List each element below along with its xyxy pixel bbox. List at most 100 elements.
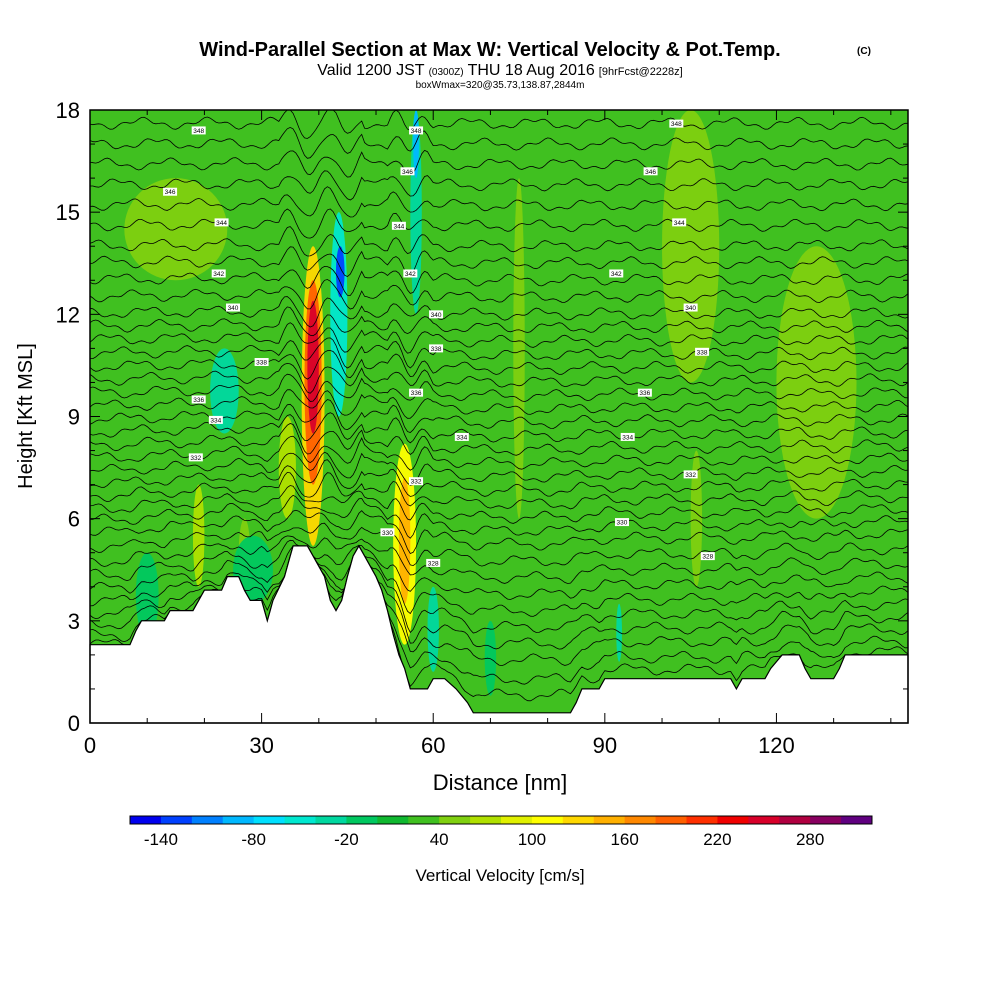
valid-time-line: Valid 1200 JST (0300Z) THU 18 Aug 2016 [9hr… [317, 62, 682, 79]
contour-label-bg [403, 269, 418, 278]
y-tick-label: 6 [68, 507, 80, 532]
contour-label-bg [637, 388, 652, 397]
isentrope-line [89, 246, 909, 277]
contour-value-label: 342 [403, 269, 418, 278]
isentrope-line [89, 412, 909, 444]
velocity-cell [278, 416, 296, 519]
contour-label-text: 334 [622, 434, 633, 441]
isentrope-line [89, 373, 909, 403]
velocity-cell [690, 450, 703, 587]
contour-label-text: 342 [611, 271, 622, 278]
colorbar-segment [810, 816, 842, 824]
contour-label-bg [429, 310, 444, 319]
colorbar-segment [470, 816, 502, 824]
contour-label-bg [188, 453, 203, 462]
isentrope-line [89, 149, 909, 178]
contour-label-bg [191, 395, 206, 404]
contour-label-text: 338 [431, 346, 442, 353]
contour-label-text: 344 [393, 223, 404, 230]
colorbar-segment [655, 816, 687, 824]
colorbar-segment [191, 816, 224, 824]
colorbar-segment [501, 816, 533, 824]
contour-label-bg [614, 518, 629, 527]
colorbar-segment [284, 816, 316, 824]
isentrope-line [89, 509, 909, 555]
x-axis-label: Distance [nm] [433, 770, 568, 795]
contour-label-bg [426, 558, 441, 567]
contour-label-text: 344 [674, 220, 685, 227]
contour-value-label: 348 [409, 126, 424, 135]
colorbar: -140 -80 -20 40 100 160 220 280 [129, 815, 873, 849]
colorbar-segment [130, 816, 162, 824]
contour-label-bg [211, 269, 226, 278]
contour-label-text: 328 [702, 554, 713, 561]
copyright-mark: (C) [857, 46, 871, 57]
isentrope-line [89, 522, 909, 567]
colorbar-segment [779, 816, 811, 824]
contour-value-label: 338 [429, 344, 444, 353]
velocity-cell [192, 484, 205, 587]
contour-label-text: 336 [639, 390, 650, 397]
isentrope-line [89, 435, 909, 471]
contour-label-text: 334 [210, 417, 221, 424]
contour-label-text: 332 [411, 479, 422, 486]
isentrope-line [89, 265, 909, 296]
isentrope-line [89, 423, 909, 456]
colorbar-tick-label: -140 [144, 830, 178, 849]
velocity-cell [335, 246, 345, 298]
velocity-cell [135, 552, 159, 638]
terrain-mask [89, 544, 909, 724]
contour-label-bg [429, 344, 444, 353]
contour-value-label: 338 [254, 358, 269, 367]
contour-value-label: 338 [695, 347, 710, 356]
contour-labels: 348 346 344 342 340 338 336 334 332 348 346 344 342 3… [163, 119, 715, 567]
contour-label-text: 340 [228, 305, 239, 312]
isentrope-line [89, 471, 909, 510]
contour-label-bg [400, 167, 415, 176]
contour-label-text: 328 [428, 560, 439, 567]
colorbar-segment [160, 816, 193, 824]
axes: 0 30 60 90 120 0 3 6 9 12 15 18 [56, 98, 909, 758]
contour-value-label: 336 [637, 388, 652, 397]
colorbar-segment [531, 816, 564, 824]
colorbar-segment [346, 816, 378, 824]
velocity-cell [513, 178, 525, 519]
contour-label-bg [409, 126, 424, 135]
contour-value-label: 342 [211, 269, 226, 278]
x-tick-label: 0 [84, 733, 96, 758]
contour-value-label: 346 [643, 167, 658, 176]
isentrope-line [89, 109, 908, 139]
colorbar-segment [439, 816, 471, 824]
contour-label-text: 346 [402, 169, 413, 176]
box-info: boxWmax=320@35.73,138.87,2844m [416, 80, 585, 91]
contour-label-bg [391, 221, 406, 230]
contour-label-bg [254, 358, 269, 367]
contour-label-bg [683, 303, 698, 312]
velocity-cell [616, 603, 622, 662]
contour-value-label: 340 [226, 303, 241, 312]
isentrope-line [90, 170, 909, 201]
isentrope-line [89, 322, 909, 354]
colorbar-frame [129, 815, 873, 825]
contour-label-bg [609, 269, 624, 278]
contour-label-bg [208, 415, 223, 424]
isentrope-line [90, 337, 909, 369]
velocity-cell [307, 300, 319, 434]
contour-label-bg [643, 167, 658, 176]
chart-title: Wind-Parallel Section at Max W: Vertical… [199, 39, 780, 61]
colorbar-segment [624, 816, 657, 824]
y-tick-label: 18 [56, 98, 80, 123]
contour-label-text: 342 [213, 271, 224, 278]
contour-value-label: 334 [208, 415, 223, 424]
contour-label-bg [695, 347, 710, 356]
contour-label-text: 332 [190, 455, 201, 462]
colorbar-tick-label: 40 [430, 830, 449, 849]
colorbar-tick-label: 160 [610, 830, 638, 849]
isentrope-line [89, 306, 909, 337]
isentrope-line [89, 545, 909, 634]
isentrope-line [89, 350, 909, 380]
contour-value-label: 346 [163, 187, 178, 196]
isentrope-line [89, 226, 909, 257]
contour-value-label: 330 [614, 518, 629, 527]
contour-label-text: 340 [685, 305, 696, 312]
